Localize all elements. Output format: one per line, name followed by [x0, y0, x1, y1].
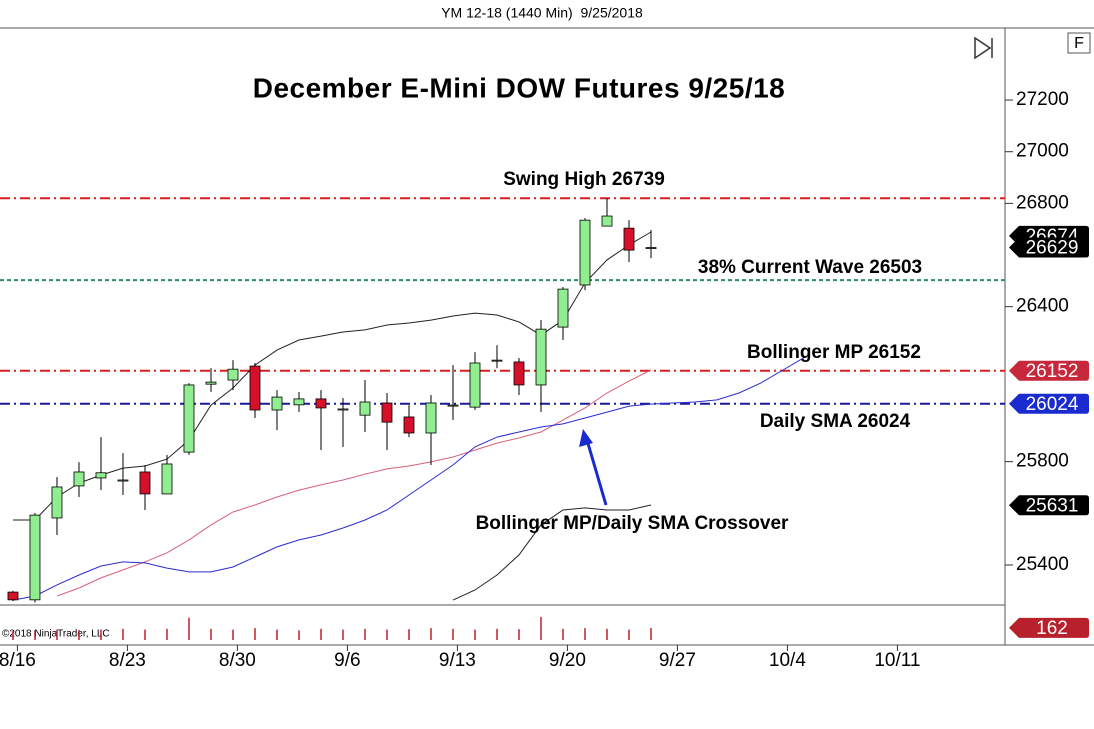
copyright: ©2018 NinjaTrader, LLC — [2, 629, 110, 640]
x-tick-label: 9/27 — [659, 650, 696, 671]
candle-body — [7, 591, 19, 601]
price-marker: 26152 — [1009, 360, 1089, 382]
price-marker: 25631 — [1009, 495, 1089, 516]
candle-body — [513, 361, 525, 386]
annotation: Bollinger MP 26152 — [747, 342, 921, 363]
y-tick-label: 27000 — [1016, 141, 1069, 162]
candle-body — [403, 416, 415, 434]
scroll-end-icon[interactable] — [974, 36, 993, 60]
candle-body — [337, 408, 349, 411]
candle-body — [359, 401, 371, 416]
header: YM 12-18 (1440 Min) 9/25/2018 — [441, 5, 643, 21]
indicator-line — [12, 356, 806, 601]
price-marker-label: 25631 — [1026, 495, 1079, 516]
price-marker-box — [1009, 393, 1089, 414]
price-marker-box — [1009, 360, 1089, 381]
volume-marker-label: 162 — [1036, 618, 1068, 639]
y-tick-label: 26800 — [1016, 192, 1069, 213]
x-tick-label: 9/6 — [334, 650, 360, 671]
y-tick-label: 26400 — [1016, 296, 1069, 317]
price-marker-box — [1009, 495, 1089, 516]
price-marker: 26024 — [1009, 393, 1089, 415]
candle-body — [161, 463, 173, 495]
candle-body — [645, 247, 657, 249]
x-tick-label: 8/16 — [0, 650, 36, 671]
candle-body — [117, 479, 129, 482]
candle-body — [51, 486, 63, 519]
x-tick-label: 10/11 — [874, 650, 920, 671]
candle-body — [249, 365, 261, 411]
candle-body — [381, 402, 393, 423]
f-button-label[interactable]: F — [1074, 35, 1084, 52]
annotation: Daily SMA 26024 — [760, 411, 911, 432]
candle-body — [447, 404, 459, 407]
x-tick-label: 9/20 — [549, 650, 586, 671]
candle-body — [469, 362, 481, 408]
candle-body — [139, 471, 151, 495]
x-tick-label: 10/4 — [769, 650, 806, 671]
annotation: Swing High 26739 — [503, 169, 665, 190]
annotation: 38% Current Wave 26503 — [698, 257, 922, 278]
x-tick-label: 9/13 — [439, 650, 476, 671]
price-marker: 26629 — [1009, 237, 1089, 259]
candle-body — [205, 381, 217, 385]
y-tick-label: 25400 — [1016, 554, 1069, 575]
f-button[interactable] — [1067, 32, 1091, 54]
price-marker-label: 26024 — [1026, 394, 1079, 415]
candle-body — [183, 384, 195, 453]
candle-body — [557, 288, 569, 328]
candle-body — [293, 398, 305, 406]
candle-body — [601, 215, 613, 227]
arrow-head — [579, 429, 593, 447]
candle-body — [29, 514, 41, 601]
x-tick-label: 8/23 — [109, 650, 146, 671]
chart-title: December E-Mini DOW Futures 9/25/18 — [253, 72, 786, 103]
y-tick-label: 27200 — [1016, 89, 1069, 110]
arrow-shaft — [585, 439, 608, 506]
price-marker-label: 26152 — [1026, 361, 1079, 382]
candle-body — [535, 328, 547, 386]
candle-body — [491, 359, 503, 362]
candle-body — [73, 471, 85, 487]
candle-body — [271, 396, 283, 411]
candle-body — [95, 472, 107, 479]
y-tick-label: 25800 — [1016, 451, 1069, 472]
volume-marker: 162 — [1009, 617, 1089, 639]
candle-body — [227, 368, 239, 381]
price-marker-label: 26629 — [1026, 238, 1079, 259]
price-marker-box — [1009, 237, 1089, 258]
volume-marker-box — [1009, 617, 1089, 638]
candle-body — [315, 398, 327, 409]
candle-body — [623, 227, 635, 251]
indicator-line — [56, 369, 652, 597]
candle-body — [425, 402, 437, 434]
candle-body — [579, 219, 591, 286]
x-tick-label: 8/30 — [219, 650, 256, 671]
annotation: Bollinger MP/Daily SMA Crossover — [476, 513, 789, 534]
indicator-line — [452, 504, 652, 601]
